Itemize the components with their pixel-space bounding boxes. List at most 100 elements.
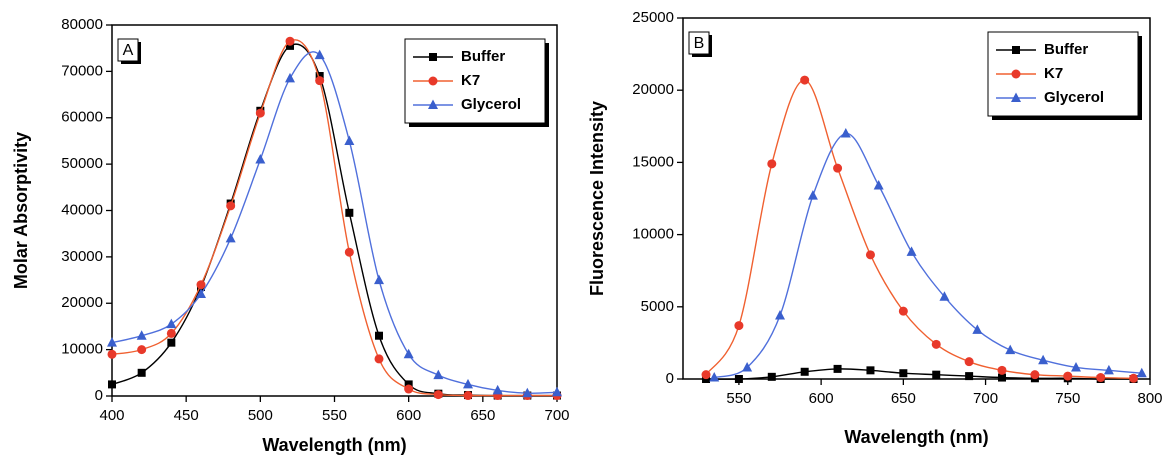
- panel-label: A: [123, 42, 134, 59]
- marker: [107, 349, 117, 359]
- y-tick-label: 50000: [61, 155, 103, 172]
- y-axis-title: Molar Absorptivity: [11, 132, 31, 289]
- legend-label: Buffer: [1044, 41, 1088, 58]
- marker: [734, 375, 743, 383]
- marker: [463, 378, 473, 389]
- panel-label-box: [688, 31, 710, 55]
- x-tick-label: 800: [1137, 390, 1162, 407]
- marker: [226, 201, 236, 211]
- marker: [345, 208, 354, 217]
- marker: [701, 370, 711, 380]
- marker: [1030, 370, 1040, 380]
- marker: [1129, 373, 1139, 383]
- marker: [833, 163, 843, 173]
- marker: [997, 365, 1007, 375]
- marker: [404, 384, 414, 394]
- marker: [552, 386, 562, 397]
- marker: [1103, 364, 1114, 375]
- marker: [1071, 361, 1082, 372]
- marker: [865, 250, 875, 260]
- marker: [931, 339, 941, 349]
- marker: [1063, 371, 1073, 381]
- y-tick-label: 20000: [61, 294, 103, 311]
- marker: [972, 324, 983, 334]
- y-tick-label: 0: [666, 370, 674, 387]
- marker: [374, 274, 384, 285]
- marker: [873, 180, 884, 190]
- series: [107, 49, 562, 398]
- marker: [800, 75, 810, 85]
- y-tick-label: 10000: [632, 226, 674, 243]
- legend-label: Buffer: [461, 48, 505, 65]
- marker: [225, 232, 236, 243]
- legend-marker: [1011, 69, 1021, 79]
- marker: [374, 354, 384, 364]
- series-line: [111, 51, 558, 394]
- marker: [285, 72, 295, 83]
- y-tick-label: 60000: [61, 109, 103, 126]
- x-tick-label: 400: [99, 407, 124, 424]
- marker: [166, 328, 176, 338]
- marker: [1096, 373, 1106, 383]
- legend-label: K7: [461, 72, 480, 89]
- marker: [1005, 344, 1016, 355]
- marker: [404, 380, 413, 389]
- y-tick-label: 0: [95, 387, 103, 404]
- legend-marker: [1011, 92, 1021, 102]
- marker: [255, 153, 266, 164]
- y-tick-label: 25000: [632, 9, 674, 26]
- marker: [196, 288, 206, 298]
- marker: [522, 387, 533, 398]
- series: [702, 364, 1138, 383]
- marker: [709, 372, 720, 382]
- marker: [107, 337, 117, 347]
- y-tick-label: 70000: [61, 62, 103, 79]
- y-axis-title: Fluorescence Intensity: [587, 101, 607, 296]
- x-tick-label: 550: [322, 407, 347, 424]
- marker: [433, 369, 444, 380]
- x-axis-title: Wavelength (nm): [262, 435, 406, 455]
- marker: [807, 190, 818, 200]
- legend-marker: [428, 99, 438, 109]
- panel-label: B: [694, 35, 705, 52]
- x-tick-label: 450: [174, 407, 199, 424]
- marker: [965, 372, 974, 381]
- plot-frame: [682, 17, 1151, 380]
- marker: [375, 331, 383, 340]
- marker: [137, 368, 146, 377]
- marker: [775, 309, 786, 320]
- marker: [767, 159, 777, 169]
- marker: [932, 370, 941, 379]
- x-tick-label: 650: [891, 390, 916, 407]
- marker: [166, 318, 177, 329]
- marker: [800, 367, 809, 376]
- marker: [108, 380, 116, 389]
- x-tick-label: 650: [470, 407, 495, 424]
- marker: [939, 291, 950, 301]
- marker: [899, 369, 908, 378]
- legend-marker: [429, 53, 437, 61]
- marker: [463, 391, 473, 401]
- marker: [315, 76, 325, 86]
- legend-marker: [1012, 46, 1020, 54]
- series: [709, 128, 1147, 382]
- y-tick-label: 40000: [61, 201, 103, 218]
- series: [701, 75, 1139, 383]
- marker: [344, 135, 355, 145]
- marker: [285, 36, 295, 46]
- x-tick-label: 700: [973, 390, 998, 407]
- marker: [1038, 354, 1049, 365]
- marker: [964, 357, 974, 367]
- x-tick-label: 700: [544, 407, 569, 424]
- y-tick-label: 20000: [632, 81, 674, 98]
- marker: [840, 128, 851, 138]
- x-axis-title: Wavelength (nm): [844, 427, 988, 447]
- marker: [833, 364, 842, 373]
- marker: [196, 280, 206, 290]
- marker: [286, 41, 294, 50]
- y-tick-label: 10000: [61, 341, 103, 358]
- series-line: [705, 79, 1134, 379]
- marker: [403, 348, 414, 359]
